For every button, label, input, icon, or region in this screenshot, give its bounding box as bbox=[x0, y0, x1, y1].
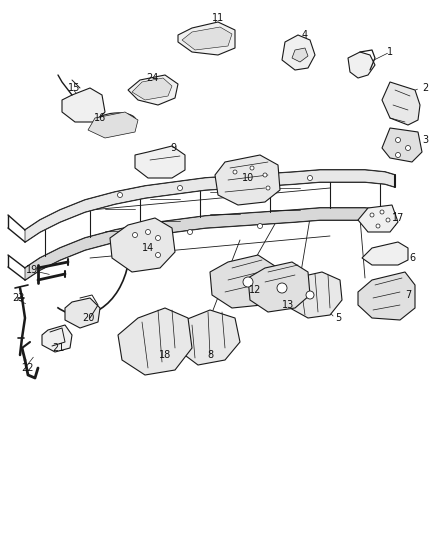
Circle shape bbox=[155, 236, 160, 240]
Polygon shape bbox=[128, 75, 178, 105]
Polygon shape bbox=[62, 88, 105, 122]
Circle shape bbox=[396, 138, 400, 142]
Polygon shape bbox=[358, 272, 415, 320]
Polygon shape bbox=[362, 242, 408, 265]
Polygon shape bbox=[358, 205, 398, 232]
Circle shape bbox=[263, 173, 267, 177]
Text: 6: 6 bbox=[409, 253, 415, 263]
Circle shape bbox=[187, 230, 192, 235]
Circle shape bbox=[306, 291, 314, 299]
Circle shape bbox=[370, 213, 374, 217]
Circle shape bbox=[133, 232, 138, 238]
Circle shape bbox=[386, 218, 390, 222]
Polygon shape bbox=[178, 22, 235, 55]
Polygon shape bbox=[382, 82, 420, 125]
Circle shape bbox=[247, 180, 252, 184]
Text: 7: 7 bbox=[405, 290, 411, 300]
Text: 18: 18 bbox=[159, 350, 171, 360]
Text: 13: 13 bbox=[282, 300, 294, 310]
Polygon shape bbox=[248, 262, 310, 312]
Text: 15: 15 bbox=[68, 83, 80, 93]
Polygon shape bbox=[382, 128, 422, 162]
Circle shape bbox=[266, 186, 270, 190]
Text: 22: 22 bbox=[22, 363, 34, 373]
Text: 24: 24 bbox=[146, 73, 158, 83]
Circle shape bbox=[277, 283, 287, 293]
Circle shape bbox=[117, 192, 123, 198]
Ellipse shape bbox=[94, 113, 136, 131]
Circle shape bbox=[177, 185, 183, 190]
Polygon shape bbox=[282, 35, 315, 70]
Circle shape bbox=[250, 166, 254, 170]
Polygon shape bbox=[88, 112, 138, 138]
Circle shape bbox=[380, 210, 384, 214]
Text: 4: 4 bbox=[302, 30, 308, 40]
Circle shape bbox=[406, 146, 410, 150]
Circle shape bbox=[127, 236, 133, 240]
Text: 11: 11 bbox=[212, 13, 224, 23]
Circle shape bbox=[155, 253, 160, 257]
Text: 16: 16 bbox=[94, 113, 106, 123]
Polygon shape bbox=[110, 218, 175, 272]
Polygon shape bbox=[285, 272, 342, 318]
Polygon shape bbox=[348, 52, 375, 78]
Ellipse shape bbox=[357, 58, 367, 72]
Circle shape bbox=[307, 175, 312, 181]
Circle shape bbox=[258, 223, 262, 229]
Polygon shape bbox=[178, 310, 240, 365]
Polygon shape bbox=[182, 27, 232, 50]
Text: 3: 3 bbox=[422, 135, 428, 145]
Text: 10: 10 bbox=[242, 173, 254, 183]
Text: 8: 8 bbox=[207, 350, 213, 360]
Circle shape bbox=[376, 224, 380, 228]
Text: 5: 5 bbox=[335, 313, 341, 323]
Polygon shape bbox=[132, 78, 172, 100]
Polygon shape bbox=[25, 170, 395, 242]
Text: 23: 23 bbox=[12, 293, 24, 303]
Polygon shape bbox=[42, 325, 72, 352]
Text: 14: 14 bbox=[142, 243, 154, 253]
Polygon shape bbox=[118, 308, 192, 375]
Text: 9: 9 bbox=[170, 143, 176, 153]
Ellipse shape bbox=[393, 248, 403, 264]
Text: 20: 20 bbox=[82, 313, 94, 323]
Polygon shape bbox=[292, 48, 308, 62]
Circle shape bbox=[233, 170, 237, 174]
Text: 19: 19 bbox=[26, 265, 38, 275]
Polygon shape bbox=[210, 255, 278, 308]
Polygon shape bbox=[215, 155, 280, 205]
Text: 21: 21 bbox=[52, 343, 64, 353]
Circle shape bbox=[145, 230, 151, 235]
Polygon shape bbox=[135, 146, 185, 178]
Ellipse shape bbox=[370, 248, 380, 264]
Text: 17: 17 bbox=[392, 213, 404, 223]
Circle shape bbox=[396, 152, 400, 157]
Text: 1: 1 bbox=[387, 47, 393, 57]
Text: 12: 12 bbox=[249, 285, 261, 295]
Text: 2: 2 bbox=[422, 83, 428, 93]
Polygon shape bbox=[65, 298, 100, 328]
Polygon shape bbox=[25, 208, 395, 280]
Circle shape bbox=[243, 277, 253, 287]
